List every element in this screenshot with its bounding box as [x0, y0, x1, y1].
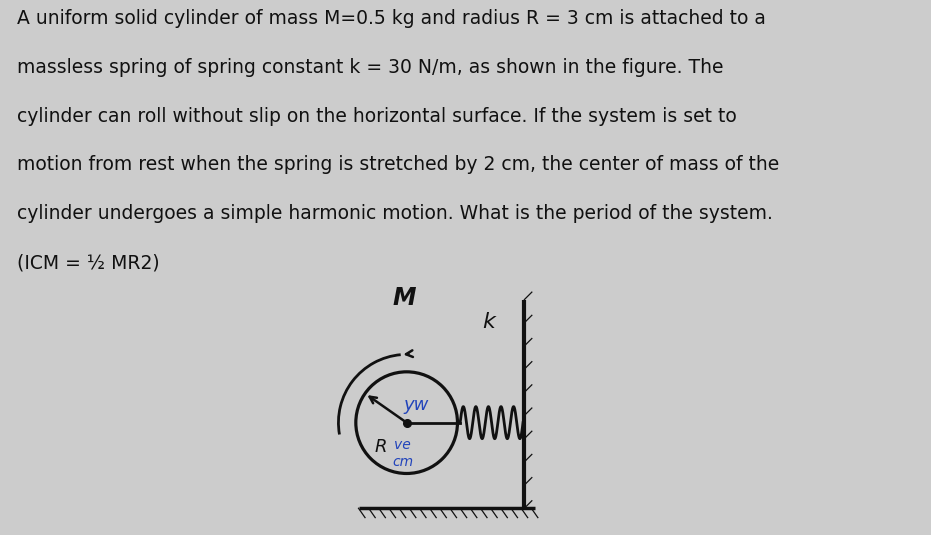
Text: cylinder undergoes a simple harmonic motion. What is the period of the system.: cylinder undergoes a simple harmonic mot…: [17, 204, 773, 223]
Text: yw: yw: [403, 396, 428, 414]
Text: M: M: [392, 286, 416, 310]
Text: massless spring of spring constant k = 30 N/m, as shown in the figure. The: massless spring of spring constant k = 3…: [17, 58, 723, 77]
Text: motion from rest when the spring is stretched by 2 cm, the center of mass of the: motion from rest when the spring is stre…: [17, 156, 779, 174]
Text: (ICM = ½ MR2): (ICM = ½ MR2): [17, 253, 159, 272]
Text: ve
cm: ve cm: [392, 438, 413, 469]
Text: k: k: [482, 312, 494, 332]
Text: R: R: [375, 438, 387, 456]
Text: cylinder can roll without slip on the horizontal surface. If the system is set t: cylinder can roll without slip on the ho…: [17, 106, 736, 126]
Text: A uniform solid cylinder of mass M=0.5 kg and radius R = 3 cm is attached to a: A uniform solid cylinder of mass M=0.5 k…: [17, 9, 765, 28]
